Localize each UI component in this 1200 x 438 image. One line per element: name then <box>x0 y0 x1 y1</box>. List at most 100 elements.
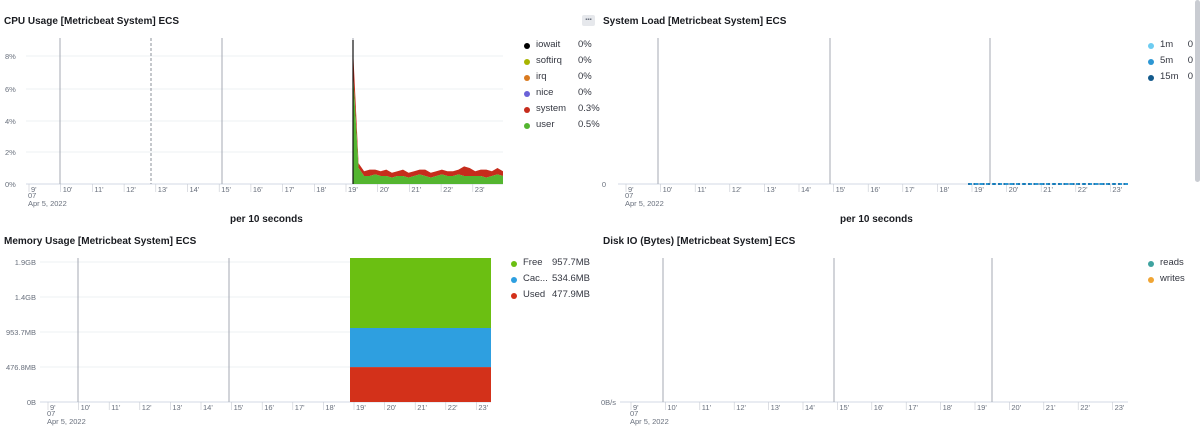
legend-item-used[interactable]: Used 477.9MB <box>511 288 599 304</box>
memory-x-tick-label: 13' <box>172 403 182 412</box>
cpu-x-tick-label: 14' <box>190 185 200 194</box>
cpu-x-tick-label: 10' <box>63 185 73 194</box>
cpu-usage-panel: CPU Usage [Metricbeat System] ECS 8% 6% 4%… <box>0 0 600 230</box>
disk-x-tick-label: 20' <box>1011 403 1021 412</box>
legend-label: system <box>536 103 567 114</box>
legend-value: 0% <box>578 87 592 98</box>
legend-color-dot <box>1148 75 1154 81</box>
memory-y-tick-label: 1.4GB <box>15 293 36 302</box>
memory-x-tick-label: 17' <box>295 403 305 412</box>
disk-x-tick-label: 12' <box>736 403 746 412</box>
legend-label: 5m <box>1160 55 1174 66</box>
load-legend[interactable]: 1m 0 5m 0 15m 0 <box>1148 38 1193 86</box>
legend-item-nice[interactable]: nice 0% <box>524 86 596 102</box>
legend-item-iowait[interactable]: iowait 0% <box>524 38 596 54</box>
disk-x-tick-label: 9' <box>633 403 639 412</box>
cpu-usage-chart[interactable]: 8% 6% 4% 2% 0% 9' 10' 11' 12' 13' 14' 15' 16' 17' 18' 1… <box>0 0 600 215</box>
disk-x-tick-label: 15' <box>839 403 849 412</box>
legend-item-irq[interactable]: irq 0% <box>524 70 596 86</box>
panel-menu-ellipsis-icon[interactable]: ▪▪▪ <box>582 15 595 26</box>
cpu-y-tick-label: 8% <box>5 52 16 61</box>
memory-free-bar <box>350 258 491 328</box>
memory-usage-title: Memory Usage [Metricbeat System] ECS <box>4 236 197 247</box>
cpu-date-day: 07 <box>28 191 36 200</box>
system-load-panel: ▪▪▪ System Load [Metricbeat System] ECS … <box>580 0 1195 230</box>
disk-x-tick-label: 19' <box>977 403 987 412</box>
cpu-legend[interactable]: iowait 0% softirq 0% irq 0% nice 0% system 0.3% us… <box>524 38 600 134</box>
legend-item-writes[interactable]: writes <box>1148 272 1193 288</box>
legend-value: 0 <box>1187 55 1193 66</box>
load-date-label: Apr 5, 2022 <box>625 199 664 208</box>
page-scrollbar[interactable] <box>1195 0 1200 182</box>
memory-y-tick-label: 0B <box>27 398 36 407</box>
legend-value: 0% <box>578 71 592 82</box>
cpu-y-tick-label: 0% <box>5 180 16 189</box>
legend-label: Free <box>523 257 543 268</box>
memory-legend[interactable]: Free 957.7MB Cac... 534.6MB Used 477.9MB <box>511 256 599 304</box>
cpu-usage-title: CPU Usage [Metricbeat System] ECS <box>4 16 180 27</box>
load-x-tick-label: 12' <box>732 185 742 194</box>
load-x-tick-label: 14' <box>801 185 811 194</box>
memory-x-tick-label: 21' <box>417 403 427 412</box>
legend-value: 0.3% <box>578 103 600 114</box>
memory-usage-chart[interactable]: 1.9GB 1.4GB 953.7MB 476.8MB 0B 9' 10' 11' 12' 13'… <box>0 230 600 438</box>
legend-value: 957.7MB <box>552 257 591 268</box>
legend-color-dot <box>1148 59 1154 65</box>
memory-y-tick-label: 1.9GB <box>15 258 36 267</box>
disk-x-tick-label: 22' <box>1080 403 1090 412</box>
legend-value: 534.6MB <box>552 273 591 284</box>
load-x-tick-label: 16' <box>870 185 880 194</box>
legend-item-15m[interactable]: 15m 0 <box>1148 70 1193 86</box>
legend-label: Used <box>523 289 546 300</box>
disk-x-tick-label: 18' <box>943 403 953 412</box>
legend-item-cac[interactable]: Cac... 534.6MB <box>511 272 599 288</box>
memory-used-bar <box>350 367 491 402</box>
legend-color-dot <box>524 107 530 113</box>
legend-item-1m[interactable]: 1m 0 <box>1148 38 1193 54</box>
load-x-tick-label: 20' <box>1009 185 1019 194</box>
cpu-x-tick-label: 22' <box>443 185 453 194</box>
disk-io-chart[interactable]: 0B/s 9' 10' 11' 12' 13' 14' 15' 16' 17' 18' 19' 20' 2… <box>580 230 1195 438</box>
disk-x-tick-label: 23' <box>1115 403 1125 412</box>
cpu-x-tick-label: 13' <box>158 185 168 194</box>
legend-label: writes <box>1160 273 1185 284</box>
legend-item-5m[interactable]: 5m 0 <box>1148 54 1193 70</box>
load-x-tick-label: 15' <box>836 185 846 194</box>
legend-color-dot <box>1148 261 1154 267</box>
memory-x-tick-label: 11' <box>111 403 121 412</box>
legend-label: irq <box>536 71 547 82</box>
legend-item-system[interactable]: system 0.3% <box>524 102 600 118</box>
legend-item-softirq[interactable]: softirq 0% <box>524 54 596 70</box>
legend-item-reads[interactable]: reads <box>1148 256 1193 272</box>
legend-label: nice <box>536 87 554 98</box>
disk-x-tick-label: 13' <box>771 403 781 412</box>
memory-date-label: Apr 5, 2022 <box>47 417 86 426</box>
disk-x-tick-label: 16' <box>874 403 884 412</box>
legend-item-user[interactable]: user 0.5% <box>524 118 600 134</box>
cpu-x-tick-label: 19' <box>348 185 358 194</box>
legend-color-dot <box>511 277 517 283</box>
load-x-tick-label: 9' <box>628 185 634 194</box>
disk-legend[interactable]: reads writes <box>1148 256 1193 288</box>
load-x-tick-label: 13' <box>766 185 776 194</box>
legend-label: reads <box>1160 257 1184 268</box>
legend-value: 0% <box>578 39 592 50</box>
load-x-tick-label: 23' <box>1112 185 1122 194</box>
memory-x-tick-label: 9' <box>50 403 56 412</box>
legend-value: 0 <box>1187 71 1193 82</box>
memory-x-tick-label: 12' <box>142 403 152 412</box>
disk-x-tick-label: 10' <box>667 403 677 412</box>
cpu-y-tick-label: 2% <box>5 148 16 157</box>
cpu-y-tick-label: 4% <box>5 117 16 126</box>
system-load-chart[interactable]: 0 9' 10' 11' 12' 13' 14' 15' 16' 17' 18' 19' 20' 21' 2… <box>580 0 1195 215</box>
load-x-tick-label: 18' <box>939 185 949 194</box>
disk-x-tick-label: 14' <box>805 403 815 412</box>
disk-y-tick-label: 0B/s <box>601 398 616 407</box>
load-y-tick-label: 0 <box>602 180 606 189</box>
memory-x-tick-label: 19' <box>356 403 366 412</box>
disk-io-title: Disk IO (Bytes) [Metricbeat System] ECS <box>603 236 796 247</box>
memory-x-tick-label: 16' <box>264 403 274 412</box>
legend-item-free[interactable]: Free 957.7MB <box>511 256 599 272</box>
cpu-x-tick-label: 20' <box>380 185 390 194</box>
cpu-y-tick-label: 6% <box>5 85 16 94</box>
